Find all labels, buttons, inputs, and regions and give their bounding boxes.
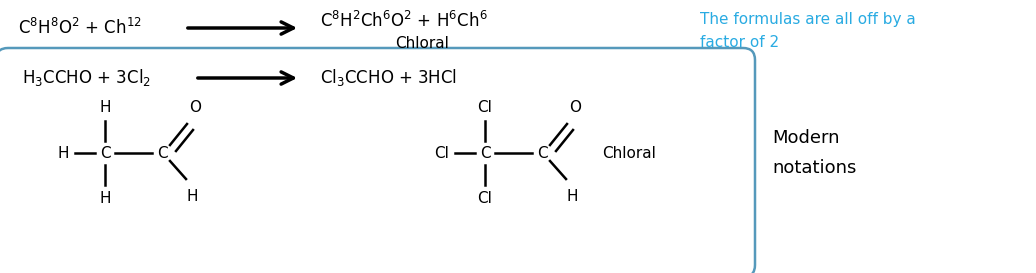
Text: notations: notations [772,159,857,177]
Text: The formulas are all off by a
factor of 2: The formulas are all off by a factor of … [700,12,916,50]
Text: C$^{8}$H$^{8}$O$^{2}$ + Ch$^{12}$: C$^{8}$H$^{8}$O$^{2}$ + Ch$^{12}$ [18,18,142,38]
Text: Cl: Cl [434,146,449,161]
FancyBboxPatch shape [0,48,755,273]
Text: C: C [480,146,490,161]
Text: C: C [99,146,110,161]
Text: Cl$_3$CCHO + 3HCl: Cl$_3$CCHO + 3HCl [320,67,457,88]
Text: Modern: Modern [772,129,839,147]
Text: Cl: Cl [478,100,492,115]
Text: H: H [99,191,111,206]
Text: C: C [156,146,167,161]
Text: H: H [99,100,111,115]
Text: H$_3$CCHO + 3Cl$_2$: H$_3$CCHO + 3Cl$_2$ [22,67,151,88]
Text: O: O [189,100,201,115]
Text: Chloral: Chloral [395,35,449,51]
Text: C$^{8}$H$^{2}$Ch$^{6}$O$^{2}$ + H$^{6}$Ch$^{6}$: C$^{8}$H$^{2}$Ch$^{6}$O$^{2}$ + H$^{6}$C… [320,11,488,31]
Text: H: H [186,189,198,204]
Text: Cl: Cl [478,191,492,206]
Text: H: H [58,146,69,161]
Text: H: H [567,189,578,204]
Text: O: O [569,100,581,115]
Text: C: C [537,146,547,161]
Text: Chloral: Chloral [602,146,656,161]
